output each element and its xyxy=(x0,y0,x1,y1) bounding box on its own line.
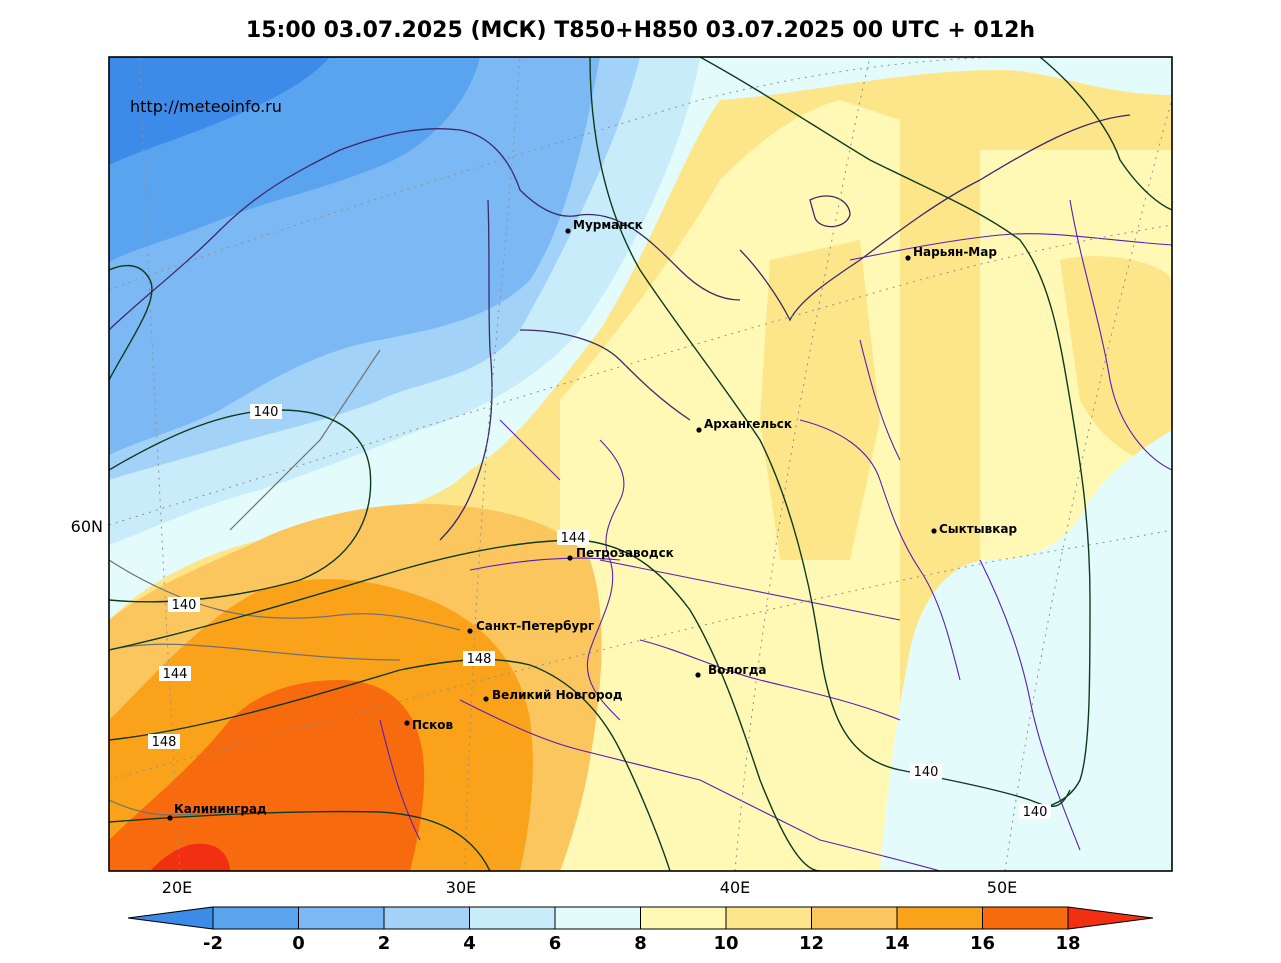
colorbar-swatch xyxy=(897,907,983,929)
colorbar-extend-low xyxy=(128,907,213,929)
isoline-label: 140 xyxy=(914,765,939,780)
colorbar-swatch xyxy=(812,907,898,929)
city-label: Нарьян-Мар xyxy=(913,245,997,259)
isoline-label: 140 xyxy=(1023,805,1048,820)
city-dot xyxy=(483,696,488,701)
colorbar-swatch xyxy=(726,907,812,929)
colorbar-swatch xyxy=(983,907,1069,929)
colorbar-tick-label: 8 xyxy=(634,933,647,954)
colorbar-swatch xyxy=(470,907,556,929)
colorbar-swatch xyxy=(555,907,641,929)
colorbar: -2 0 2 4 6 8 10 12 14 16 18 xyxy=(128,907,1153,954)
city-dot xyxy=(696,427,701,432)
lon-label: 50E xyxy=(987,878,1017,897)
city-dot xyxy=(695,672,700,677)
isoline-label: 148 xyxy=(152,735,177,750)
city-dot xyxy=(167,815,172,820)
colorbar-tick-label: -2 xyxy=(203,933,223,954)
city-label: Санкт-Петербург xyxy=(476,619,594,633)
city-label: Псков xyxy=(412,718,454,732)
city-dot xyxy=(567,555,572,560)
city-dot xyxy=(565,228,570,233)
isoline-label: 148 xyxy=(467,652,492,667)
colorbar-swatch xyxy=(299,907,385,929)
colorbar-tick-label: 4 xyxy=(463,933,476,954)
colorbar-swatch xyxy=(213,907,299,929)
colorbar-tick-label: 16 xyxy=(970,933,995,954)
colorbar-tick-label: 14 xyxy=(884,933,909,954)
city-label: Мурманск xyxy=(573,218,643,232)
colorbar-tick-label: 12 xyxy=(799,933,824,954)
colorbar-swatch xyxy=(384,907,470,929)
isoline-label: 140 xyxy=(172,598,197,613)
colorbar-tick-label: 0 xyxy=(292,933,305,954)
city-label: Вологда xyxy=(708,663,766,677)
city-dot xyxy=(905,255,910,260)
city-dot xyxy=(931,528,936,533)
colorbar-tick-label: 6 xyxy=(549,933,562,954)
lon-label: 20E xyxy=(162,878,192,897)
source-url: http://meteoinfo.ru xyxy=(130,97,282,116)
isoline-label: 144 xyxy=(561,531,586,546)
city-label: Великий Новгород xyxy=(492,688,623,702)
isoline-label: 144 xyxy=(163,667,188,682)
city-dot xyxy=(404,720,409,725)
colorbar-tick-label: 18 xyxy=(1055,933,1080,954)
isoline-label: 140 xyxy=(254,405,279,420)
colorbar-swatch xyxy=(641,907,727,929)
colorbar-tick-label: 10 xyxy=(713,933,738,954)
colorbar-tick-label: 2 xyxy=(378,933,391,954)
city-dot xyxy=(467,628,472,633)
lat-label: 60N xyxy=(71,517,103,536)
city-label: Петрозаводск xyxy=(576,546,674,560)
city-label: Сыктывкар xyxy=(939,522,1017,536)
lon-label: 40E xyxy=(720,878,750,897)
temperature-field xyxy=(109,57,1172,871)
city-label: Калининград xyxy=(174,802,267,816)
lon-label: 30E xyxy=(446,878,476,897)
city-label: Архангельск xyxy=(704,417,792,431)
colorbar-extend-high xyxy=(1068,907,1153,929)
